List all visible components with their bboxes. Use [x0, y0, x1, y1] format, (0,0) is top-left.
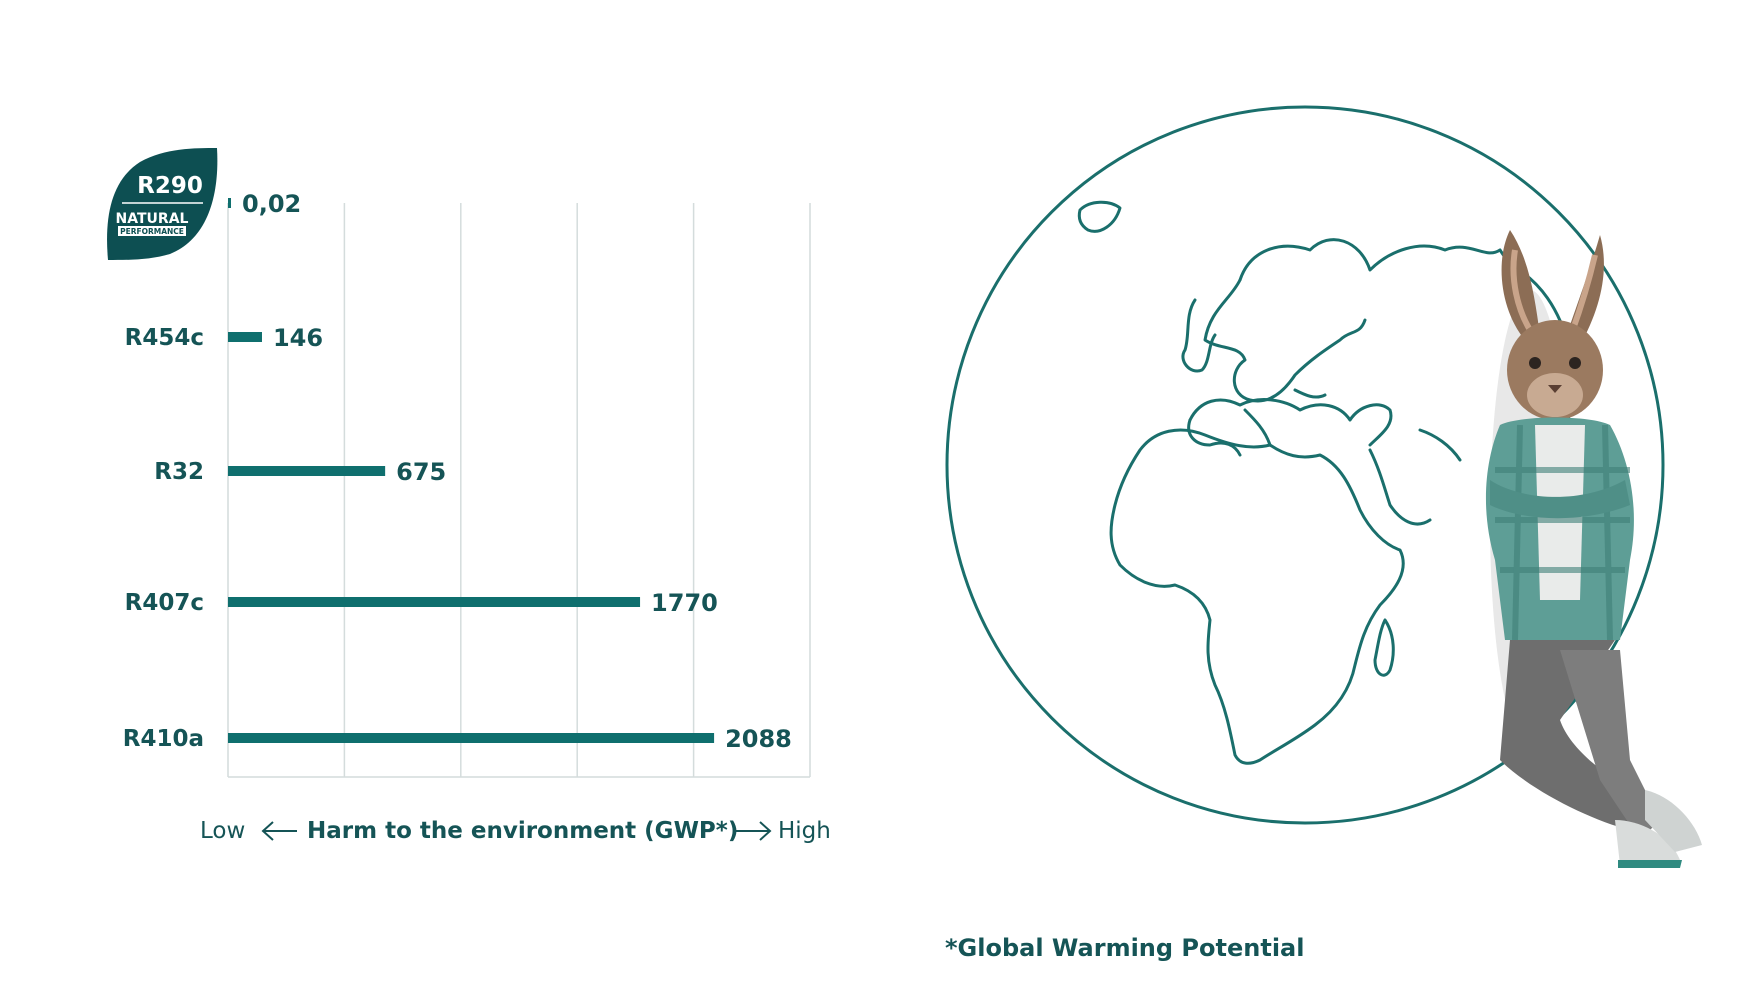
badge-line1: NATURAL	[116, 211, 189, 227]
chart-grid	[227, 203, 811, 778]
value-label-r32: 675	[396, 458, 446, 486]
hare-mascot-icon	[1440, 220, 1740, 900]
bar-r407c	[228, 597, 641, 607]
category-label-r410a: R410a	[123, 726, 204, 752]
category-label-r32: R32	[154, 459, 204, 485]
arrow-right-icon	[733, 821, 772, 841]
value-label-r454c: 146	[273, 324, 323, 352]
chart-bars	[228, 198, 715, 743]
axis-low-label: Low	[200, 818, 245, 844]
arrow-left-icon	[261, 821, 297, 841]
bar-r410a	[228, 733, 715, 743]
axis-high-label: High	[778, 818, 831, 844]
value-label-r290: 0,02	[242, 190, 301, 218]
bar-r290	[228, 198, 231, 208]
chart-labels: 0,02 146 R454c 675 R32 1770 R407c 2088 R410a	[123, 190, 792, 753]
value-label-r410a: 2088	[725, 725, 792, 753]
gwp-footnote: *Global Warming Potential	[945, 934, 1305, 962]
r290-badge: R290 NATURAL PERFORMANCE	[107, 148, 218, 260]
axis-caption: Low Harm to the environment (GWP*) High	[200, 818, 831, 844]
earth-outline-icon	[940, 100, 1670, 830]
badge-line2: PERFORMANCE	[120, 227, 184, 236]
axis-title: Harm to the environment (GWP*)	[307, 818, 738, 844]
category-label-r407c: R407c	[125, 590, 204, 616]
bar-r32	[228, 466, 386, 476]
badge-code: R290	[137, 173, 203, 199]
value-label-r407c: 1770	[651, 589, 718, 617]
bar-r454c	[228, 332, 262, 342]
category-label-r454c: R454c	[125, 325, 204, 351]
